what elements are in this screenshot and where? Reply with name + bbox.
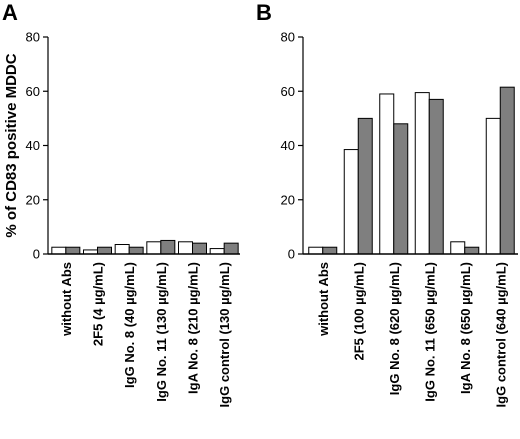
y-tick-label: 20 xyxy=(26,192,40,207)
x-tick-label: IgG No. 11 (650 µg/mL) xyxy=(422,262,437,402)
x-tick-label: IgA No. 8 (650 µg/mL) xyxy=(458,262,473,394)
bar xyxy=(146,241,162,255)
x-tick-label: IgG No. 11 (130 µg/mL) xyxy=(154,262,169,402)
bar xyxy=(322,246,338,255)
x-tick-label: IgA No. 8 (210 µg/mL) xyxy=(186,262,201,394)
bar xyxy=(114,244,130,255)
bar xyxy=(393,123,409,255)
y-axis-label: % of CD83 positive MDDC xyxy=(3,53,20,237)
x-tick-label: IgG control (640 µg/mL) xyxy=(493,262,508,407)
panel-letter: A xyxy=(2,0,18,25)
y-tick-label: 40 xyxy=(26,138,40,153)
x-tick-label: without Abs xyxy=(59,262,74,337)
bar xyxy=(178,241,193,255)
bar xyxy=(357,117,373,255)
y-tick-label: 60 xyxy=(281,84,295,99)
bar xyxy=(485,117,501,255)
bar xyxy=(499,86,515,255)
bar xyxy=(464,246,480,255)
bar xyxy=(209,248,225,255)
bar xyxy=(450,241,466,255)
bar xyxy=(65,246,81,255)
y-tick-label: 0 xyxy=(288,247,295,262)
bar xyxy=(51,246,67,255)
bar xyxy=(223,242,239,255)
bar xyxy=(379,93,395,255)
y-tick-label: 40 xyxy=(281,138,295,153)
y-tick-label: 60 xyxy=(26,84,40,99)
panel-b: B 0 20 40 60 80 without Abs 2F5 (100 µg/mL) IgG … xyxy=(256,0,518,407)
bar xyxy=(192,242,207,255)
bar xyxy=(428,98,444,255)
y-tick-label: 20 xyxy=(281,192,295,207)
bar xyxy=(97,246,112,255)
panel-letter: B xyxy=(256,0,272,25)
x-tick-label: IgG control (130 µg/mL) xyxy=(217,262,232,407)
y-tick-label: 80 xyxy=(281,30,295,45)
x-tick-label: without Abs xyxy=(316,262,331,337)
x-tick-label: IgG No. 8 (40 µg/mL) xyxy=(122,262,137,388)
y-tick-label: 0 xyxy=(33,247,40,262)
x-tick-label: IgG No. 8 (620 µg/mL) xyxy=(387,262,402,395)
panel-a: A 0 20 40 60 80 without Abs 2F5 (4 µg/mL) IgG No… xyxy=(2,0,240,407)
bar xyxy=(414,92,430,255)
bar xyxy=(343,149,359,255)
bar xyxy=(128,246,144,255)
y-tick-label: 80 xyxy=(26,30,40,45)
bar xyxy=(308,246,324,255)
x-tick-label: 2F5 (100 µg/mL) xyxy=(351,262,366,361)
x-tick-label: 2F5 (4 µg/mL) xyxy=(91,262,106,346)
bar xyxy=(160,239,176,255)
